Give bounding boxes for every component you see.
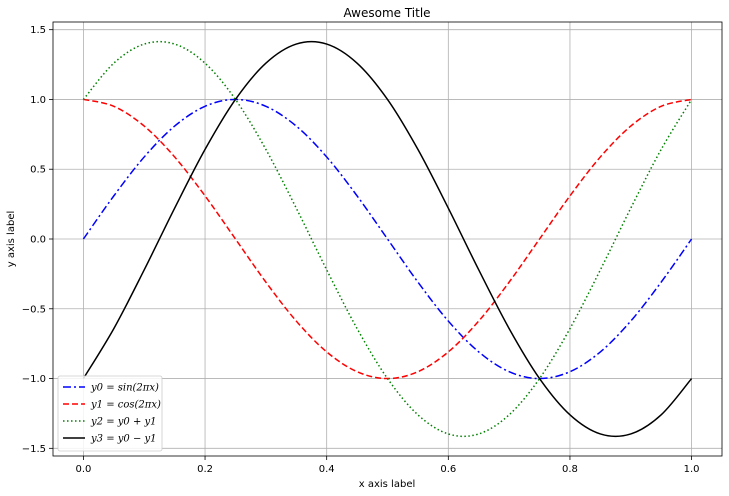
- legend-label-0: y0 = sin(2πx): [90, 383, 159, 394]
- grid-lines: [53, 22, 722, 456]
- x-tick-label: 0.4: [319, 464, 335, 475]
- y-tick-label: −1.5: [22, 444, 46, 455]
- y-tick-label: 0.5: [30, 165, 46, 176]
- y-axis-label: y axis label: [6, 211, 17, 268]
- x-tick-label: 0.6: [440, 464, 456, 475]
- x-axis-label: x axis label: [359, 479, 416, 490]
- series-line-3: [82, 40, 693, 438]
- x-tick-label: 0.8: [562, 464, 578, 475]
- axis-ticks: 0.0 0.2 0.4 0.6 0.8 1.0 −1.5 −1.0 −0.5 0.0 0.5 1.0 1…: [22, 25, 700, 475]
- chart-title: Awesome Title: [343, 6, 430, 20]
- legend: y0 = sin(2πx) y1 = cos(2πx) y2 = y0 + y1 y3…: [57, 375, 163, 452]
- legend-box: [57, 375, 163, 452]
- y-tick-label: −1.0: [22, 374, 46, 385]
- legend-label-2: y2 = y0 + y1: [90, 417, 157, 428]
- series-layer: [82, 40, 693, 438]
- x-tick-label: 0.2: [197, 464, 213, 475]
- x-tick-label: 0.0: [75, 464, 91, 475]
- y-tick-label: 0.0: [30, 235, 46, 246]
- legend-label-1: y1 = cos(2πx): [90, 400, 161, 411]
- x-tick-label: 1.0: [684, 464, 700, 475]
- y-tick-label: −0.5: [22, 304, 46, 315]
- legend-label-3: y3 = y0 − y1: [90, 434, 157, 445]
- series-line-0: [82, 98, 693, 380]
- series-line-2: [82, 40, 693, 438]
- y-tick-label: 1.5: [30, 25, 46, 36]
- y-tick-label: 1.0: [30, 95, 46, 106]
